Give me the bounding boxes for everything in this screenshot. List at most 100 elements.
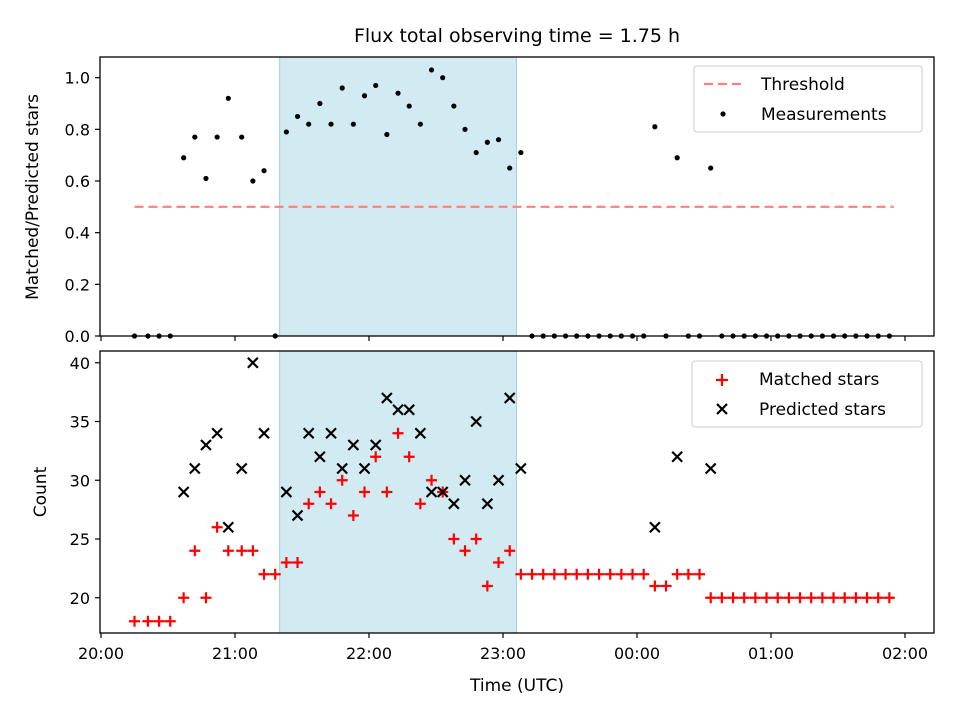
- matched-star-point: [548, 568, 560, 580]
- predicted-star-point: [280, 486, 293, 498]
- bottom-x-ticks: 20:00 21:00 22:00 23:00 00:00 01:00 02:00: [78, 633, 928, 663]
- predicted-star-point: [414, 427, 427, 440]
- matched-star-point: [850, 592, 862, 604]
- x-tick-label: 23:00: [480, 644, 526, 663]
- matched-star-point: [236, 545, 248, 557]
- bottom-legend-box: [691, 360, 923, 428]
- top-ytick-label: 0.4: [65, 224, 90, 243]
- matched-star-point: [571, 568, 583, 580]
- predicted-star-point: [325, 427, 337, 440]
- measurement-point: [214, 134, 220, 140]
- measurement-point: [361, 93, 368, 99]
- matched-star-point: [314, 486, 326, 498]
- matched-star-point: [805, 592, 817, 604]
- predicted-star-point: [403, 403, 415, 416]
- matched-star-point: [247, 545, 259, 557]
- x-tick-label: 21:00: [212, 644, 258, 663]
- top-ytick-label: 0.6: [65, 172, 90, 191]
- matched-star-point: [682, 568, 694, 580]
- bottom-ytick-label: 20: [70, 589, 90, 608]
- top-axes-frame: [99, 56, 935, 337]
- predicted-star-point: [649, 521, 661, 534]
- measurement-point: [328, 121, 334, 127]
- matched-star-point: [347, 510, 359, 521]
- top-legend-box: [693, 65, 923, 133]
- predicted-star-point: [503, 392, 516, 404]
- matched-star-point: [883, 592, 895, 604]
- predicted-star-point: [671, 450, 683, 463]
- matched-star-point: [493, 557, 505, 568]
- matched-star-point: [325, 498, 337, 510]
- predicted-star-point: [189, 462, 201, 475]
- measurement-point: [306, 121, 312, 127]
- bottom-panel: 20 25 30 35 40 20:00 21:00 22:00 23:00 00:00 01:0…: [31, 350, 935, 696]
- predicted-star-point: [258, 427, 270, 440]
- bottom-axes-frame: [99, 350, 935, 634]
- x-tick-label: 22:00: [346, 644, 392, 663]
- measurement-point: [192, 134, 198, 140]
- matched-star-point: [370, 451, 382, 463]
- matched-star-point: [861, 592, 873, 604]
- predicted-star-point: [492, 474, 505, 487]
- measurement-point: [428, 67, 435, 73]
- bottom-ytick-label: 35: [70, 413, 90, 432]
- predicted-star-point: [302, 427, 315, 440]
- matched-star-point: [303, 498, 315, 510]
- measurement-point: [250, 178, 256, 184]
- matched-star-point: [129, 615, 140, 627]
- matched-star-point: [426, 474, 438, 486]
- measurement-point: [283, 129, 289, 135]
- predicted-star-point: [436, 486, 449, 498]
- predicted-star-point: [247, 356, 259, 369]
- matched-star-point: [222, 545, 234, 557]
- matched-star-point: [481, 580, 493, 592]
- predicted-star-point: [470, 415, 482, 428]
- measurement-point: [406, 103, 412, 109]
- matched-star-point: [269, 568, 281, 580]
- legend-matched-label: Matched stars: [759, 370, 879, 390]
- matched-star-point: [526, 568, 538, 580]
- predicted-star-point: [358, 462, 371, 475]
- matched-star-point: [336, 474, 348, 486]
- matched-star-point: [638, 568, 650, 580]
- measurement-point: [317, 100, 323, 107]
- matched-star-point: [694, 568, 706, 580]
- matched-star-point: [615, 568, 627, 580]
- matched-star-point: [649, 580, 661, 592]
- x-tick-label: 20:00: [78, 644, 124, 663]
- predicted-star-point: [235, 462, 248, 475]
- x-axis-label: Time (UTC): [469, 676, 564, 696]
- top-legend: Threshold Measurements: [693, 65, 923, 133]
- matched-star-point: [593, 568, 605, 580]
- predicted-star-point: [381, 392, 393, 404]
- matched-star-point: [772, 592, 784, 604]
- legend-predicted-label: Predicted stars: [759, 400, 886, 420]
- matched-star-point: [178, 592, 190, 604]
- predicted-star-point: [211, 427, 223, 440]
- predicted-star-point: [425, 486, 438, 498]
- legend-measurements-label: Measurements: [761, 105, 887, 125]
- x-tick-label: 02:00: [882, 644, 928, 663]
- matched-star-point: [671, 568, 683, 580]
- bottom-ytick-label: 40: [70, 354, 90, 373]
- matched-star-point: [660, 580, 672, 592]
- measurement-point: [373, 82, 379, 89]
- predicted-stars-points: [177, 356, 717, 534]
- measurement-point: [518, 149, 524, 156]
- matched-star-point: [403, 451, 415, 463]
- measurement-point: [339, 85, 345, 91]
- legend-predicted-swatch: [716, 403, 728, 415]
- measurement-point: [395, 90, 401, 96]
- top-y-ticks: 0.0 0.2 0.4 0.6 0.8 1.0: [65, 69, 100, 346]
- matched-star-point: [761, 592, 773, 604]
- predicted-star-point: [392, 403, 404, 416]
- predicted-star-point: [222, 521, 235, 534]
- predicted-star-point: [200, 439, 212, 451]
- matched-star-point: [164, 615, 176, 627]
- matched-star-point: [816, 592, 828, 604]
- predicted-star-point: [459, 474, 471, 487]
- predicted-star-point: [481, 497, 494, 510]
- matched-star-point: [470, 533, 482, 545]
- matched-star-point: [705, 592, 717, 604]
